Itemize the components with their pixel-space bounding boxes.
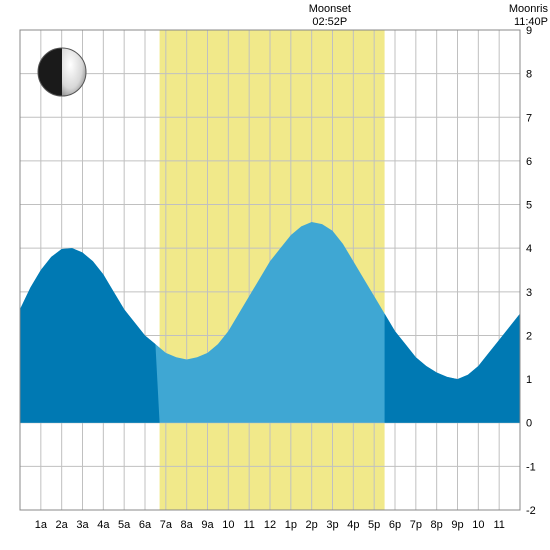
x-tick-label: 2a	[56, 519, 69, 531]
x-tick-label: 12	[264, 519, 276, 531]
x-tick-label: 7p	[410, 519, 422, 531]
x-tick-label: 9p	[451, 519, 463, 531]
tide-chart: -2-101234567891a2a3a4a5a6a7a8a9a1011121p…	[0, 0, 550, 550]
x-tick-label: 10	[222, 519, 234, 531]
x-tick-label: 2p	[306, 519, 318, 531]
y-tick-label: 8	[526, 69, 532, 81]
x-tick-label: 9a	[201, 519, 214, 531]
x-tick-label: 1p	[285, 519, 297, 531]
x-tick-label: 6p	[389, 519, 401, 531]
y-tick-label: -1	[526, 461, 536, 473]
event-time: 11:40P	[514, 16, 548, 28]
x-tick-label: 7a	[160, 519, 173, 531]
event-title: Moonset	[309, 3, 351, 15]
y-tick-label: 1	[526, 374, 532, 386]
x-tick-label: 8a	[181, 519, 194, 531]
y-tick-label: 5	[526, 200, 532, 212]
y-tick-label: 7	[526, 112, 532, 124]
x-tick-label: 1a	[35, 519, 48, 531]
y-tick-label: 3	[526, 287, 532, 299]
x-tick-label: 11	[493, 519, 504, 531]
event-time: 02:52P	[312, 16, 347, 28]
y-tick-label: 4	[526, 243, 532, 255]
x-tick-label: 11	[243, 519, 254, 531]
y-tick-label: -2	[526, 505, 536, 517]
event-title: Moonris	[509, 3, 549, 15]
x-tick-label: 6a	[139, 519, 152, 531]
x-tick-label: 4p	[347, 519, 359, 531]
x-tick-label: 3p	[326, 519, 338, 531]
x-tick-label: 3a	[76, 519, 89, 531]
y-tick-label: 6	[526, 156, 532, 168]
x-tick-label: 8p	[431, 519, 443, 531]
x-tick-label: 4a	[97, 519, 110, 531]
y-tick-label: 2	[526, 330, 532, 342]
x-tick-label: 5p	[368, 519, 380, 531]
x-tick-label: 10	[472, 519, 484, 531]
x-tick-label: 5a	[118, 519, 131, 531]
y-tick-label: 0	[526, 418, 532, 430]
